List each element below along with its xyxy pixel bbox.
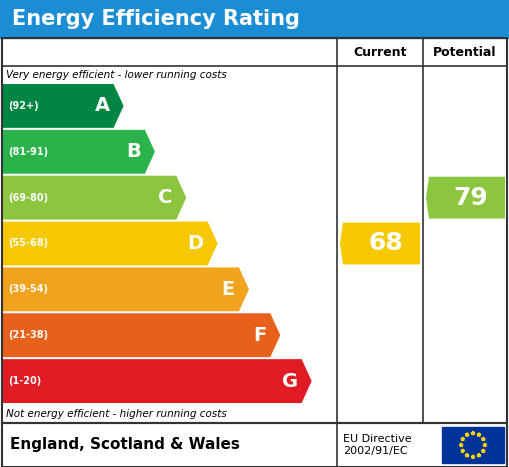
- Text: B: B: [126, 142, 141, 161]
- Text: Current: Current: [353, 45, 407, 58]
- Bar: [0, 0, 509, 38]
- Polygon shape: [3, 130, 155, 174]
- Text: A: A: [95, 96, 109, 115]
- Text: (69-80): (69-80): [8, 193, 48, 203]
- Text: D: D: [187, 234, 204, 253]
- Polygon shape: [3, 268, 249, 311]
- Text: 68: 68: [368, 232, 403, 255]
- Polygon shape: [3, 359, 312, 403]
- Text: E: E: [222, 280, 235, 299]
- Text: C: C: [158, 188, 172, 207]
- Polygon shape: [461, 449, 465, 453]
- Text: Not energy efficient - higher running costs: Not energy efficient - higher running co…: [6, 409, 227, 419]
- Bar: [2, 38, 507, 423]
- Polygon shape: [483, 443, 487, 446]
- Polygon shape: [3, 313, 280, 357]
- Text: EU Directive
2002/91/EC: EU Directive 2002/91/EC: [343, 434, 412, 456]
- Text: G: G: [281, 372, 298, 390]
- Text: Potential: Potential: [433, 45, 497, 58]
- Polygon shape: [482, 437, 485, 441]
- Bar: [442, 427, 504, 463]
- Text: (39-54): (39-54): [8, 284, 48, 294]
- Polygon shape: [340, 223, 420, 264]
- Polygon shape: [471, 431, 475, 435]
- Text: (92+): (92+): [8, 101, 39, 111]
- Text: (81-91): (81-91): [8, 147, 48, 157]
- Polygon shape: [465, 433, 469, 436]
- Text: (21-38): (21-38): [8, 330, 48, 340]
- Polygon shape: [3, 84, 124, 128]
- Polygon shape: [426, 177, 505, 219]
- Polygon shape: [3, 176, 186, 219]
- Text: 79: 79: [454, 186, 488, 210]
- Polygon shape: [477, 433, 481, 436]
- Polygon shape: [465, 453, 469, 457]
- Text: F: F: [253, 325, 266, 345]
- Polygon shape: [3, 221, 218, 265]
- Polygon shape: [477, 453, 481, 457]
- Bar: [2, 423, 507, 467]
- Polygon shape: [482, 449, 485, 453]
- Polygon shape: [461, 437, 465, 441]
- Text: (55-68): (55-68): [8, 239, 48, 248]
- Text: Energy Efficiency Rating: Energy Efficiency Rating: [12, 9, 300, 29]
- Polygon shape: [471, 455, 475, 459]
- Text: Very energy efficient - lower running costs: Very energy efficient - lower running co…: [6, 70, 227, 80]
- Text: (1-20): (1-20): [8, 376, 41, 386]
- Polygon shape: [459, 443, 463, 446]
- Text: England, Scotland & Wales: England, Scotland & Wales: [10, 438, 240, 453]
